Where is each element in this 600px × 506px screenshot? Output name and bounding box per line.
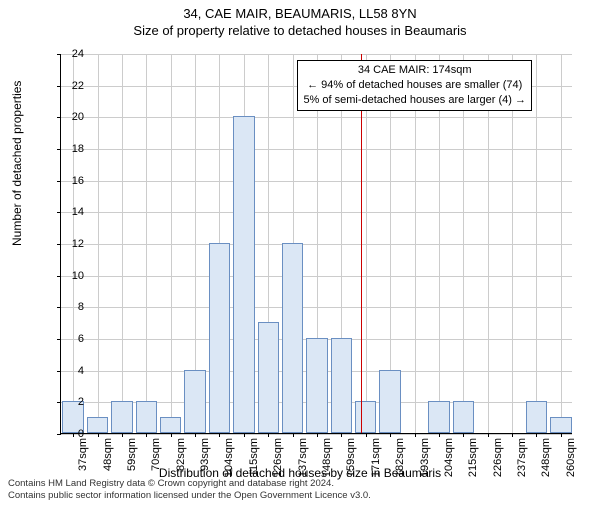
ytick-label: 12 (54, 238, 84, 250)
histogram-bar (282, 243, 303, 433)
xtick-mark (536, 433, 537, 437)
xtick-mark (561, 433, 562, 437)
gridline-v (366, 54, 367, 433)
xtick-mark (488, 433, 489, 437)
gridline-v (146, 54, 147, 433)
histogram-bar (550, 417, 571, 433)
ytick-label: 2 (54, 396, 84, 408)
xtick-mark (268, 433, 269, 437)
gridline-v (488, 54, 489, 433)
gridline-v (415, 54, 416, 433)
histogram-bar (111, 401, 132, 433)
xtick-mark (317, 433, 318, 437)
histogram-bar (453, 401, 474, 433)
histogram-bar (355, 401, 376, 433)
ytick-label: 18 (54, 143, 84, 155)
xtick-mark (146, 433, 147, 437)
histogram-bar (87, 417, 108, 433)
xtick-mark (512, 433, 513, 437)
footer-attribution: Contains HM Land Registry data © Crown c… (8, 478, 371, 502)
gridline-v (122, 54, 123, 433)
gridline-v (536, 54, 537, 433)
gridline-v (512, 54, 513, 433)
histogram-bar (331, 338, 352, 433)
ytick-label: 20 (54, 111, 84, 123)
ytick-label: 22 (54, 80, 84, 92)
gridline-v (561, 54, 562, 433)
annotation-line: ← 94% of detached houses are smaller (74… (303, 78, 526, 93)
gridline-v (439, 54, 440, 433)
xtick-mark (98, 433, 99, 437)
ytick-label: 16 (54, 175, 84, 187)
y-axis-label: Number of detached properties (10, 81, 24, 246)
ytick-label: 4 (54, 365, 84, 377)
annotation-line: 34 CAE MAIR: 174sqm (303, 63, 526, 78)
xtick-mark (219, 433, 220, 437)
ytick-label: 0 (54, 428, 84, 440)
chart-title-line2: Size of property relative to detached ho… (0, 23, 600, 38)
histogram-bar (428, 401, 449, 433)
annotation-line: 5% of semi-detached houses are larger (4… (303, 93, 526, 108)
xtick-mark (122, 433, 123, 437)
xtick-mark (415, 433, 416, 437)
histogram-bar (379, 370, 400, 433)
histogram-bar (526, 401, 547, 433)
xtick-mark (463, 433, 464, 437)
gridline-v (463, 54, 464, 433)
histogram-bar (184, 370, 205, 433)
gridline-v (171, 54, 172, 433)
xtick-mark (390, 433, 391, 437)
histogram-bar (160, 417, 181, 433)
reference-line (361, 54, 362, 433)
histogram-bar (258, 322, 279, 433)
xtick-mark (293, 433, 294, 437)
xtick-mark (439, 433, 440, 437)
plot-region: 37sqm48sqm59sqm70sqm82sqm93sqm104sqm115s… (60, 54, 572, 434)
ytick-label: 10 (54, 270, 84, 282)
ytick-label: 8 (54, 301, 84, 313)
xtick-mark (195, 433, 196, 437)
histogram-bar (209, 243, 230, 433)
gridline-v (98, 54, 99, 433)
chart-title-line1: 34, CAE MAIR, BEAUMARIS, LL58 8YN (0, 6, 600, 21)
footer-line1: Contains HM Land Registry data © Crown c… (8, 478, 371, 490)
chart-area: 37sqm48sqm59sqm70sqm82sqm93sqm104sqm115s… (60, 54, 572, 434)
histogram-bar (136, 401, 157, 433)
xtick-mark (341, 433, 342, 437)
histogram-bar (233, 116, 254, 433)
xtick-mark (366, 433, 367, 437)
annotation-box: 34 CAE MAIR: 174sqm← 94% of detached hou… (297, 60, 532, 111)
ytick-label: 24 (54, 48, 84, 60)
footer-line2: Contains public sector information licen… (8, 490, 371, 502)
xtick-mark (171, 433, 172, 437)
histogram-bar (306, 338, 327, 433)
ytick-label: 6 (54, 333, 84, 345)
ytick-label: 14 (54, 206, 84, 218)
xtick-mark (244, 433, 245, 437)
